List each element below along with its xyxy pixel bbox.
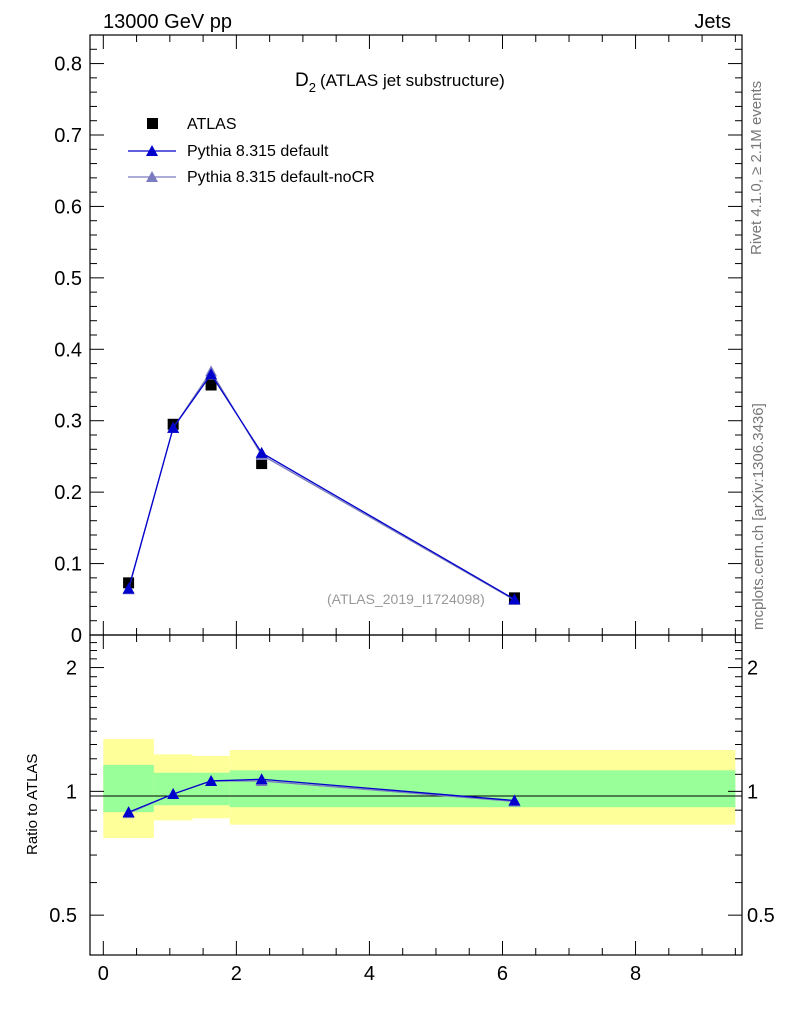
legend-nocr-marker xyxy=(146,171,158,182)
legend-default-label: Pythia 8.315 default xyxy=(187,143,329,160)
ratio-ytick-label-right: 2 xyxy=(747,658,758,680)
ratio-default-marker xyxy=(255,773,268,785)
ratio-xtick-label: 6 xyxy=(497,963,508,985)
ratio-panel: 0.5 0.5 1 1 2 2 0 2 4 6 8 Ratio to ATLAS xyxy=(24,634,775,985)
atlas-data-point xyxy=(205,379,217,391)
legend: ATLAS Pythia 8.315 default Pythia 8.315 … xyxy=(128,116,375,186)
ratio-ytick-label: 1 xyxy=(66,781,77,803)
ratio-axis-ticks: 0.5 0.5 1 1 2 2 0 2 4 6 8 xyxy=(49,635,775,985)
main-ytick-label: 0.7 xyxy=(54,125,82,147)
main-ytick-label: 0.5 xyxy=(54,268,82,290)
main-ytick-label: 0.2 xyxy=(54,482,82,504)
ratio-ylabel: Ratio to ATLAS xyxy=(24,754,41,855)
pythia-default-line xyxy=(127,373,515,600)
ratio-default-marker xyxy=(205,774,218,786)
header-left: 13000 GeV pp xyxy=(103,11,232,33)
pythia-default-marker xyxy=(122,582,135,594)
ratio-xtick-label: 4 xyxy=(364,963,375,985)
pythia-default-marker xyxy=(508,593,521,605)
main-ytick-label: 0.3 xyxy=(54,411,82,433)
ratio-ytick-label: 2 xyxy=(66,658,77,680)
legend-default-marker xyxy=(146,145,158,156)
ratio-default-marker xyxy=(122,806,135,818)
mcplots-label: mcplots.cern.ch [arXiv:1306.3436] xyxy=(750,403,767,630)
ratio-xtick-label: 2 xyxy=(231,963,242,985)
ratio-default-marker xyxy=(508,794,521,806)
pythia-default-marker xyxy=(167,421,180,433)
legend-atlas-marker xyxy=(147,118,158,129)
header-right: Jets xyxy=(694,11,731,33)
ratio-xtick-label: 8 xyxy=(630,963,641,985)
main-ytick-label: 0.8 xyxy=(54,54,82,76)
main-ytick-label: 0.4 xyxy=(54,339,82,361)
ratio-ytick-label-right: 1 xyxy=(747,781,758,803)
ratio-ytick-label-right: 0.5 xyxy=(747,905,775,927)
rivet-label: Rivet 4.1.0, ≥ 2.1M events xyxy=(748,81,765,255)
main-ytick-label: 0.1 xyxy=(54,554,82,576)
legend-atlas-label: ATLAS xyxy=(187,116,237,133)
watermark: (ATLAS_2019_I1724098) xyxy=(327,591,485,607)
ratio-band-inner xyxy=(229,770,736,808)
main-ytick-label-zero: 0 xyxy=(71,625,82,647)
ratio-frame xyxy=(89,634,743,956)
pythia-default-marker xyxy=(205,368,218,380)
ratio-default-marker xyxy=(167,788,180,800)
plot-title: D2 (ATLAS jet substructure) xyxy=(295,70,505,95)
main-axis-ticks: 0.1 0.2 0.3 0.4 0.5 0.6 0.7 0.8 0 xyxy=(54,35,742,647)
main-ytick-label: 0.6 xyxy=(54,196,82,218)
ratio-bands xyxy=(103,739,736,839)
pythia-default-marker xyxy=(255,446,268,458)
atlas-data-point xyxy=(256,458,268,470)
legend-nocr-label: Pythia 8.315 default-noCR xyxy=(187,169,375,186)
ratio-xtick-label: 0 xyxy=(98,963,109,985)
ratio-ytick-label: 0.5 xyxy=(49,905,77,927)
ratio-series xyxy=(122,773,521,819)
main-panel: 0.1 0.2 0.3 0.4 0.5 0.6 0.7 0.8 0 D2 (ATLAS jet s… xyxy=(54,34,743,647)
ratio-band-inner xyxy=(103,764,154,813)
main-series xyxy=(122,365,521,605)
